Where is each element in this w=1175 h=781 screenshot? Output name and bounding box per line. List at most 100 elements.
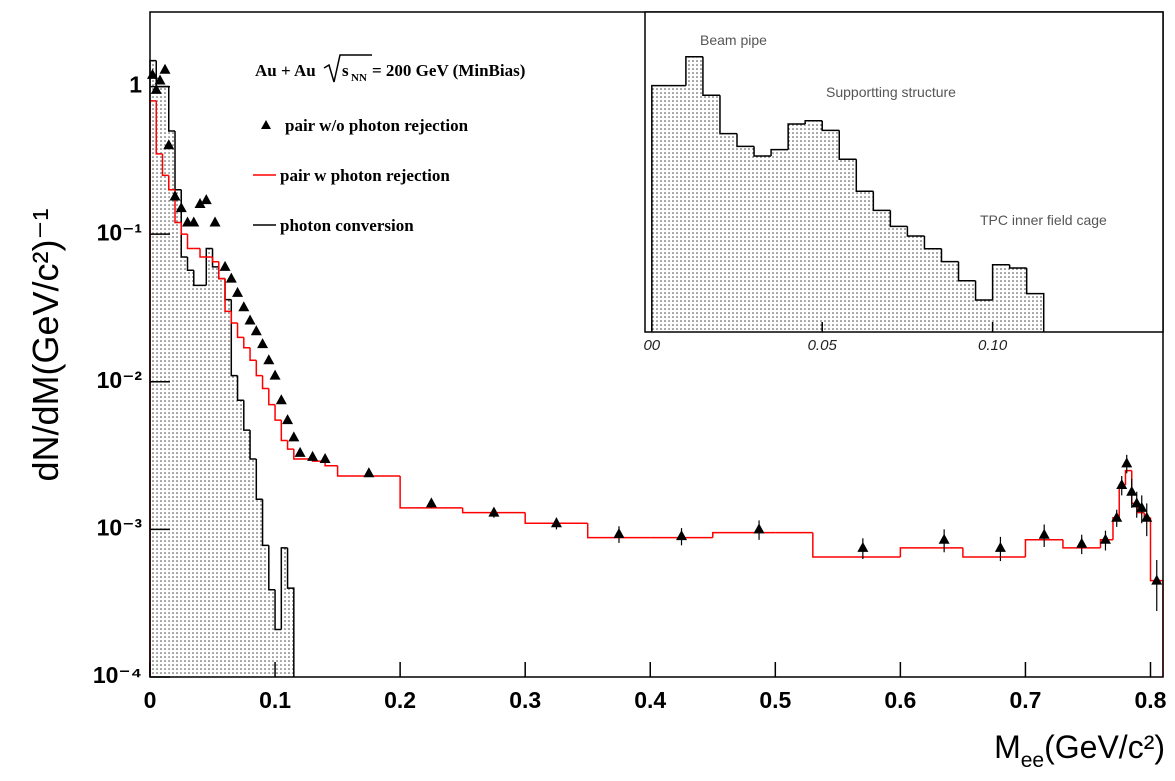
y-tick-label: 10⁻¹ [97,219,142,245]
data-point [1116,478,1128,489]
histogram-step [923,236,942,250]
histogram-bin-fill [281,547,288,677]
histogram-step [255,360,263,377]
histogram-bin-fill [262,545,269,677]
y-tick-label: 1 [129,72,142,98]
histogram-bin-fill [890,226,908,332]
histogram-step [872,191,891,212]
data-point [150,83,162,94]
histogram-step [205,247,213,286]
data-point [188,216,200,227]
data-point [294,446,306,457]
x-tick-label: 0.8 [1135,687,1167,713]
histogram-bin-fill [719,133,738,332]
histogram-step [230,299,238,377]
data-point [488,506,500,517]
histogram-step [899,547,963,558]
histogram-bin-fill [907,236,925,332]
histogram-step [399,475,463,509]
histogram-bin-fill [187,270,194,677]
histogram-bin-fill [150,60,157,678]
histogram-step [821,120,840,132]
histogram-step [461,507,526,514]
data-point [159,63,171,74]
data-point [613,528,625,539]
data-point [1121,457,1133,468]
histogram-step [974,280,993,301]
histogram-step [293,449,301,460]
histogram-step [236,375,244,401]
histogram-bin-fill [237,400,244,677]
histogram-step [838,130,857,160]
data-point [1111,511,1123,522]
histogram-bin-fill [243,430,251,677]
histogram-step [889,210,908,228]
histogram-step [174,189,182,224]
data-point [219,260,231,271]
data-point [232,286,244,297]
histogram-step [804,120,823,124]
x-label-sub: ee [1021,749,1044,772]
x-tick-label: 0.6 [884,687,916,713]
data-point [1076,537,1088,548]
data-point [238,301,250,312]
inset-annotation: Beam pipe [700,32,767,48]
histogram-step [286,547,295,677]
histogram-step [268,545,276,591]
data-point [269,369,281,380]
x-tick-label: 0.05 [808,337,838,354]
x-label-part: M [994,729,1021,765]
histogram-bin-fill [788,124,806,332]
histogram-step [962,547,1026,558]
histogram-step [155,100,163,155]
histogram-step [524,512,588,525]
data-point [1126,485,1138,496]
annotation: = 200 GeV (MinBias) [372,61,525,80]
histogram-step [336,465,401,477]
histogram-bin-fill [287,588,294,677]
data-point [275,394,287,405]
x-tick-label: 0.1 [259,687,291,713]
data-point [676,530,688,541]
histogram-step [274,404,282,421]
histogram-step [1008,264,1027,269]
annotation-part: = 200 GeV (MinBias) [372,61,525,80]
histogram-step [168,175,176,191]
histogram-step [702,56,720,96]
legend-marker [261,120,271,129]
histogram-step [1099,539,1113,548]
x-tick-label: 0.10 [978,337,1008,354]
y-axis-label: dN/dM(GeV/c²)⁻¹ [25,208,66,481]
x-axis-label: Mee(GeV/c²) [994,729,1165,772]
annotation-subscript: NN [351,72,367,84]
x-label-part: (GeV/c²) [1044,729,1165,765]
histogram-step [685,56,703,86]
histogram-step [199,248,207,258]
histogram-step [186,234,194,250]
histogram-step [812,532,901,558]
x-tick-label: 0 [144,687,157,713]
histogram-bin-fill [225,299,232,677]
data-point [282,414,294,425]
data-point [288,431,300,442]
data-point [319,452,331,463]
histogram-bin-fill [805,120,823,332]
y-tick-label: 10⁻² [97,367,143,393]
plot-frame [644,11,1164,333]
histogram-bin-fill [822,130,840,332]
histogram-bin-fill [839,159,857,332]
inset-plot: 00 0.05 0.10 Beam pipe Supportting structure… [643,11,1164,354]
data-point [994,541,1006,552]
legend-label: pair w/o photon rejection [285,116,469,135]
histogram-bin-fill [754,156,772,332]
histogram-step [161,153,169,177]
histogram-step [991,264,1010,300]
histogram-step [211,248,219,268]
annotation: s [342,61,349,80]
data-point [175,202,187,213]
histogram-bin-fill [924,248,942,332]
data-point [1136,501,1148,512]
inset-annotation: TPC inner field cage [980,212,1107,228]
histogram-step [753,146,772,157]
histogram-step [186,257,194,271]
